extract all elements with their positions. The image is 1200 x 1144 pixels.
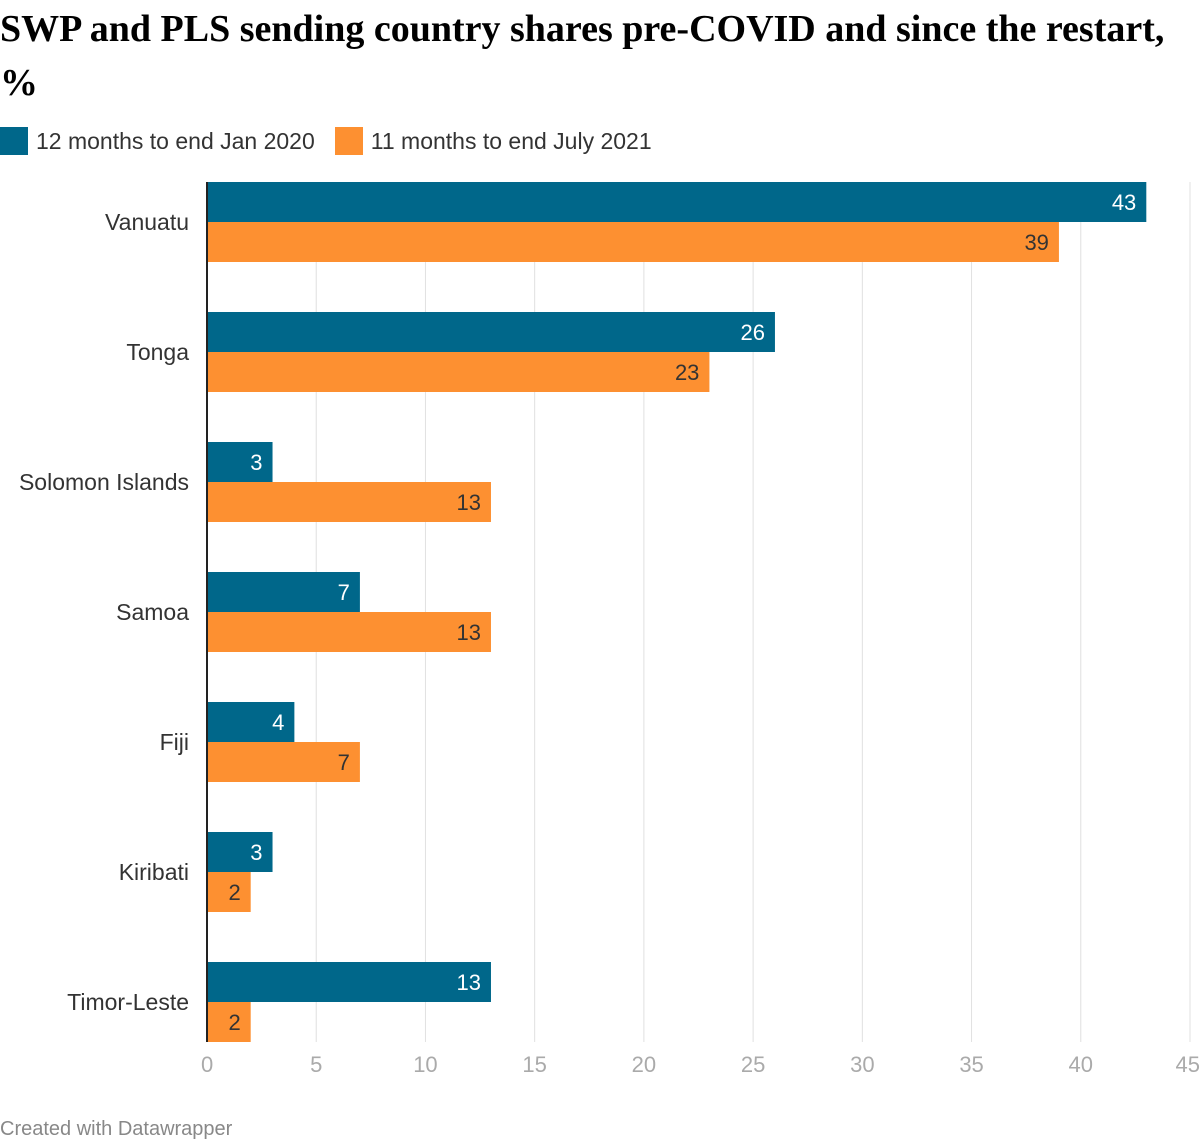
bar [207,832,273,872]
bar-value-label: 13 [456,620,480,645]
x-tick-label: 25 [741,1052,765,1077]
legend-label-series-2: 11 months to end July 2021 [370,127,652,154]
x-tick-label: 30 [850,1052,874,1077]
bar-value-label: 3 [250,450,262,475]
category-label: Timor-Leste [67,989,189,1015]
bar [207,352,710,392]
category-label: Solomon Islands [19,469,189,495]
category-label: Kiribati [119,859,189,885]
x-tick-label: 35 [959,1052,983,1077]
x-tick-label: 20 [632,1052,656,1077]
bar [207,1002,251,1042]
bar [207,742,360,782]
x-tick-label: 45 [1176,1052,1200,1077]
bar-value-label: 2 [228,1010,240,1035]
x-tick-label: 40 [1069,1052,1093,1077]
x-tick-label: 0 [201,1052,213,1077]
bar-value-label: 26 [740,320,764,345]
bar-value-label: 7 [338,580,350,605]
footer-credit: Created with Datawrapper [0,1118,233,1140]
bar-value-label: 43 [1112,190,1136,215]
legend-swatch-series-1 [0,127,28,155]
bar-chart: 0 5 10 15 20 25 30 35 40 454339Vanuatu2623Tonga31… [19,182,1200,1077]
x-tick-label: 5 [310,1052,322,1077]
x-tick-label: 10 [413,1052,437,1077]
bar [207,962,491,1002]
bar [207,572,360,612]
bar-value-label: 13 [456,490,480,515]
bar-value-label: 7 [338,750,350,775]
legend-label-series-1: 12 months to end Jan 2020 [36,127,315,154]
bar [207,222,1059,262]
bar-value-label: 23 [675,360,699,385]
bar [207,482,491,522]
bar [207,182,1147,222]
bar-value-label: 2 [228,880,240,905]
bar [207,612,491,652]
bar [207,702,295,742]
legend-item-series-2: 11 months to end July 2021 [334,127,652,155]
x-tick-label: 15 [522,1052,546,1077]
bar-value-label: 39 [1024,230,1048,255]
category-label: Fiji [160,729,189,755]
category-label: Tonga [126,339,189,365]
chart-title: SWP and PLS sending country shares pre-C… [0,8,1165,104]
bar [207,442,273,482]
category-label: Samoa [116,599,189,625]
bar-value-label: 3 [250,840,262,865]
bar [207,312,775,352]
bar [207,872,251,912]
legend-swatch-series-2 [334,127,363,155]
legend: 12 months to end Jan 2020 11 months to e… [0,126,672,156]
category-label: Vanuatu [105,209,189,235]
legend-item-series-1: 12 months to end Jan 2020 [0,127,315,155]
bar-value-label: 4 [272,710,284,735]
bar-value-label: 13 [456,970,480,995]
